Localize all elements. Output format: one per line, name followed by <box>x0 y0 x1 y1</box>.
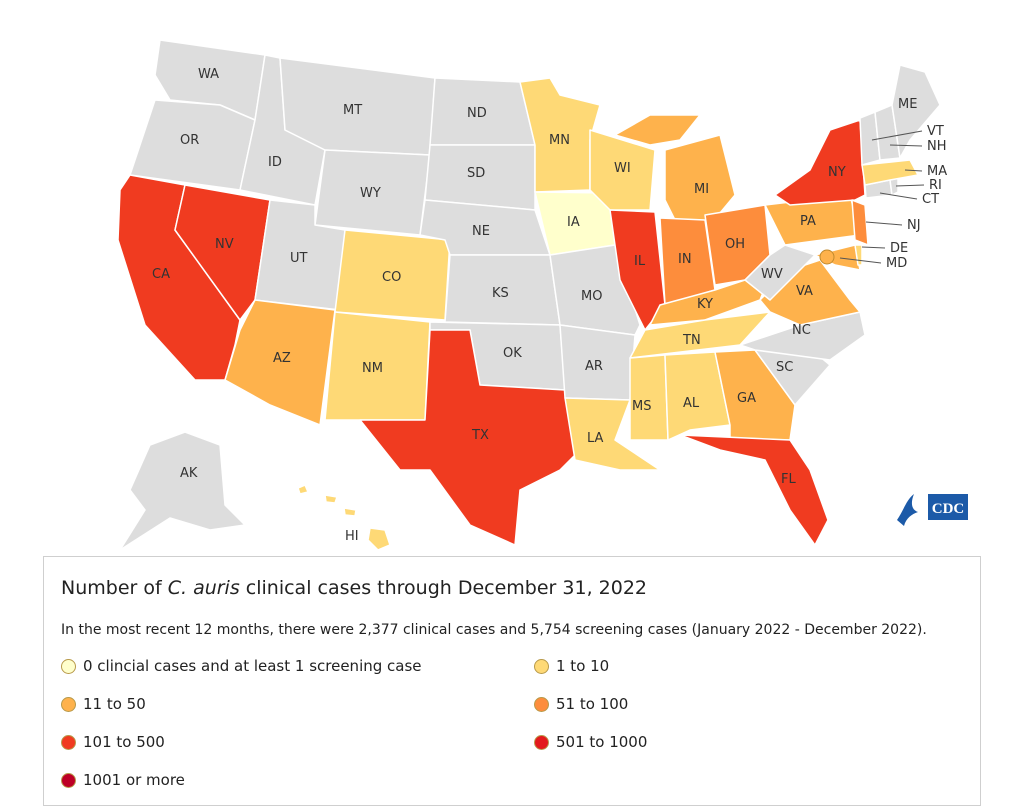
label-wi: WI <box>614 161 631 176</box>
label-vt: VT <box>927 124 944 139</box>
label-id: ID <box>268 155 282 170</box>
hhs-eagle-icon <box>897 494 918 526</box>
legend-item-1001-plus: 1001 or more <box>61 771 185 789</box>
label-ar: AR <box>585 359 603 374</box>
label-ne: NE <box>472 224 490 239</box>
legend-swatch <box>61 658 76 674</box>
legend: Number of C. auris clinical cases throug… <box>43 556 981 806</box>
legend-swatch <box>534 658 549 674</box>
state-ny[interactable] <box>774 119 866 206</box>
label-md: MD <box>886 256 907 271</box>
label-oh: OH <box>725 237 745 252</box>
label-mn: MN <box>549 133 570 148</box>
state-hi-island[interactable] <box>343 507 357 517</box>
label-or: OR <box>180 133 199 148</box>
label-mo: MO <box>581 289 602 304</box>
state-ma[interactable] <box>861 159 919 186</box>
legend-swatch <box>534 696 549 712</box>
legend-swatch <box>61 696 76 712</box>
label-ri: RI <box>929 178 942 193</box>
state-fl[interactable] <box>679 434 829 546</box>
label-nv: NV <box>215 237 234 252</box>
label-sd: SD <box>467 166 485 181</box>
label-pa: PA <box>800 214 816 229</box>
label-de: DE <box>890 241 908 256</box>
state-hi-island[interactable] <box>324 494 338 504</box>
label-me: ME <box>898 97 917 112</box>
dc-marker[interactable] <box>819 249 835 265</box>
label-ca: CA <box>152 267 170 282</box>
label-ma: MA <box>927 164 947 179</box>
label-wv: WV <box>761 267 783 282</box>
label-az: AZ <box>273 351 291 366</box>
legend-swatch <box>61 772 76 788</box>
label-il: IL <box>634 254 646 269</box>
label-co: CO <box>382 270 401 285</box>
legend-item-51-100: 51 to 100 <box>534 695 628 713</box>
state-mi-up[interactable] <box>614 114 701 146</box>
label-nc: NC <box>792 323 811 338</box>
label-ut: UT <box>290 251 308 266</box>
state-me[interactable] <box>891 64 941 159</box>
label-wy: WY <box>360 186 381 201</box>
state-ak[interactable] <box>119 431 246 551</box>
label-al: AL <box>683 396 700 411</box>
label-ms: MS <box>632 399 651 414</box>
label-fl: FL <box>781 472 796 487</box>
legend-item-11-50: 11 to 50 <box>61 695 146 713</box>
label-tn: TN <box>682 333 701 348</box>
legend-swatch <box>534 734 549 750</box>
label-ga: GA <box>737 391 756 406</box>
label-ks: KS <box>492 286 509 301</box>
label-nj: NJ <box>907 218 921 233</box>
label-hi: HI <box>345 529 359 544</box>
state-nv[interactable] <box>174 184 271 321</box>
state-hi-main[interactable] <box>367 527 391 551</box>
legend-item-1-10: 1 to 10 <box>534 657 609 675</box>
legend-swatch <box>61 734 76 750</box>
legend-item-501-1000: 501 to 1000 <box>534 733 647 751</box>
label-wa: WA <box>198 67 219 82</box>
state-wi[interactable] <box>589 129 656 211</box>
state-ri[interactable] <box>889 177 899 196</box>
state-ms[interactable] <box>629 354 669 441</box>
label-nm: NM <box>362 361 383 376</box>
cdc-logo-box <box>928 494 968 520</box>
label-mt: MT <box>343 103 362 118</box>
label-ny: NY <box>828 165 846 180</box>
label-la: LA <box>587 431 604 446</box>
cdc-logo-text: CDC <box>932 501 965 517</box>
callout-lines <box>839 130 925 264</box>
state-hi-island[interactable] <box>297 484 309 495</box>
legend-item-screening-only: 0 clincial cases and at least 1 screenin… <box>61 657 422 675</box>
cdc-logo: CDC <box>897 494 968 526</box>
legend-title: Number of C. auris clinical cases throug… <box>61 577 648 599</box>
state-tx[interactable] <box>359 329 581 546</box>
legend-subtitle: In the most recent 12 months, there were… <box>61 622 927 638</box>
label-nd: ND <box>467 106 487 121</box>
state-al[interactable] <box>664 351 731 441</box>
label-ak: AK <box>180 466 198 481</box>
label-in: IN <box>678 252 692 267</box>
label-ky: KY <box>697 297 713 312</box>
label-nh: NH <box>927 139 947 154</box>
legend-item-101-500: 101 to 500 <box>61 733 165 751</box>
label-ok: OK <box>503 346 522 361</box>
label-va: VA <box>796 284 813 299</box>
label-ia: IA <box>567 215 580 230</box>
label-ct: CT <box>922 192 939 207</box>
state-tn[interactable] <box>629 311 771 359</box>
state-nj[interactable] <box>851 199 869 246</box>
us-states-map: WA OR CA NV ID MT WY UT AZ CO NM ND SD N… <box>117 39 947 551</box>
label-tx: TX <box>471 428 489 443</box>
label-mi: MI <box>694 182 709 197</box>
label-sc: SC <box>776 360 793 375</box>
